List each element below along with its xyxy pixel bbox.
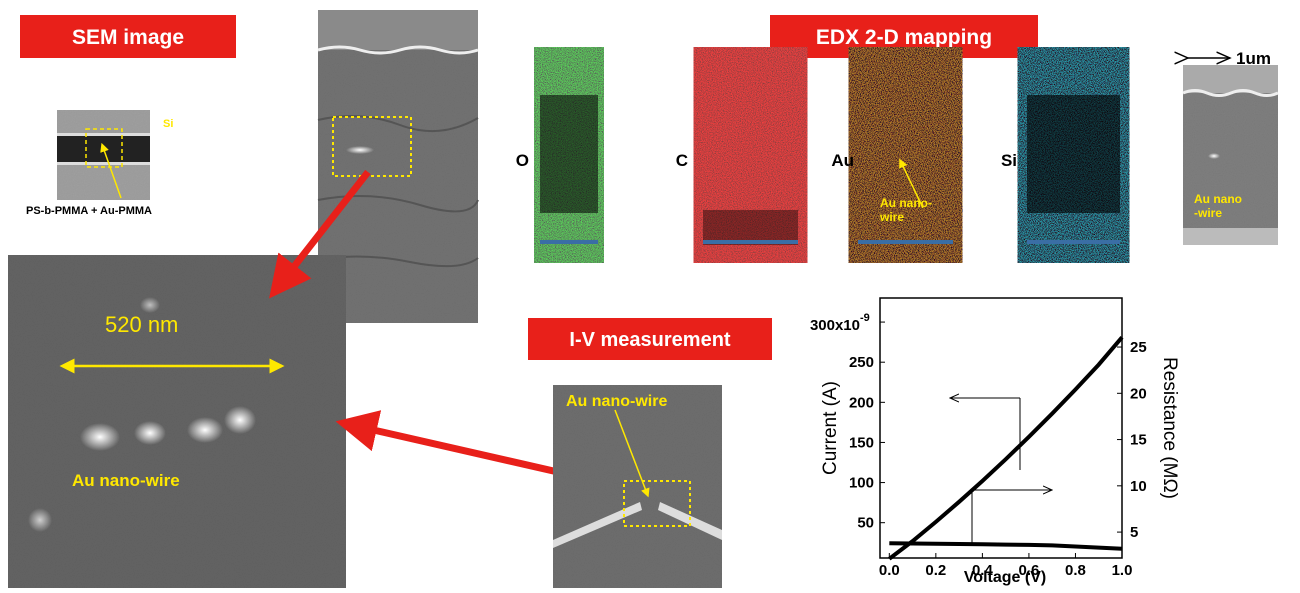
axis-arrow [972, 490, 1052, 545]
y2-tick-label: 15 [1130, 432, 1147, 449]
y2-tick-label: 5 [1130, 524, 1138, 541]
x-tick-label: 1.0 [1112, 562, 1133, 579]
iv-image [553, 385, 722, 588]
y-tick-label: 250 [849, 354, 874, 371]
y2-tick-label: 25 [1130, 339, 1147, 356]
y2-axis-title: Resistance (MΩ) [1159, 357, 1180, 499]
wire-label: Au nano [1194, 192, 1242, 206]
figure: SEM image Si PS-b-PMMA + Au-PMMA 520 nm … [0, 0, 1300, 588]
element-label: O [516, 151, 529, 170]
wire-label: wire [879, 210, 904, 224]
element-label: Au [831, 151, 854, 170]
wire-label: -wire [1194, 206, 1222, 220]
edx-title: EDX 2-D mapping [816, 26, 992, 49]
x-tick-label: 0.2 [925, 562, 946, 579]
y-tick-label: 100 [849, 475, 874, 492]
y-tick-label: 150 [849, 434, 874, 451]
x-tick-label: 0.0 [879, 562, 900, 579]
y-tick-exponent: -9 [860, 312, 870, 324]
axis-arrow [950, 398, 1020, 470]
element-label: C [676, 151, 688, 170]
element-label: Si [1001, 151, 1017, 170]
data-line [889, 337, 1122, 558]
sem-overview [57, 110, 150, 200]
scale-label: 1um [1236, 49, 1271, 68]
y-tick-label: 200 [849, 394, 874, 411]
wire-label: Au nano- [880, 196, 932, 210]
sem-zoom [8, 255, 346, 588]
y-tick-label: 300x10 [810, 317, 860, 334]
plot-frame [880, 298, 1122, 558]
data-line [889, 543, 1122, 549]
sem-caption: PS-b-PMMA + Au-PMMA [26, 205, 152, 217]
sem-title: SEM image [72, 26, 184, 49]
x-tick-label: 0.6 [1018, 562, 1039, 579]
y2-tick-label: 20 [1130, 385, 1147, 402]
scale-label: 520 nm [105, 312, 178, 337]
si-label: Si [163, 118, 173, 130]
y2-tick-label: 10 [1130, 478, 1147, 495]
wire-label: Au nano-wire [566, 393, 667, 410]
iv-title: I-V measurement [569, 329, 731, 351]
x-tick-label: 0.4 [972, 562, 994, 579]
x-tick-label: 0.8 [1065, 562, 1086, 579]
y-axis-title: Current (A) [820, 381, 841, 475]
y-tick-label: 50 [857, 515, 874, 532]
wire-label: Au nano-wire [72, 471, 180, 490]
edx-maps [540, 58, 1278, 245]
